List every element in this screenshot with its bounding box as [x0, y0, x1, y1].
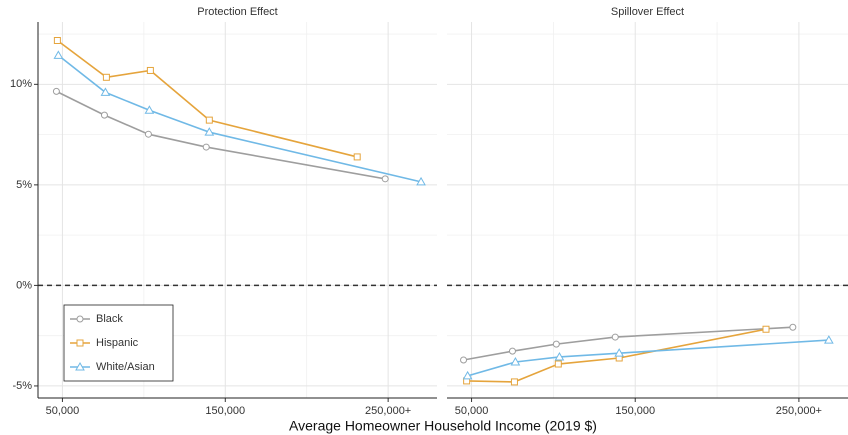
marker	[552, 340, 560, 348]
marker	[614, 348, 625, 357]
x-tick-label: 250,000+	[776, 405, 822, 417]
marker	[76, 339, 84, 347]
legend-label: White/Asian	[96, 361, 155, 373]
marker	[144, 130, 152, 138]
marker	[460, 356, 468, 364]
marker	[76, 315, 84, 323]
marker	[416, 176, 426, 186]
series-line	[463, 326, 793, 361]
marker	[100, 111, 108, 119]
marker	[102, 73, 110, 81]
marker	[100, 87, 111, 96]
marker	[762, 325, 770, 333]
marker	[353, 153, 361, 161]
marker	[789, 323, 797, 331]
x-tick-label: 250,000+	[365, 405, 411, 417]
marker	[510, 378, 518, 386]
series-line	[467, 339, 829, 377]
legend-label: Hispanic	[96, 337, 139, 349]
marker	[554, 351, 565, 361]
marker	[52, 87, 60, 95]
x-tick-label: 50,000	[455, 405, 489, 417]
x-tick-label: 150,000	[615, 405, 655, 417]
y-tick-label: 10%	[10, 78, 32, 90]
marker	[554, 360, 562, 368]
x-tick-label: 150,000	[205, 405, 245, 417]
marker	[611, 333, 619, 341]
marker	[508, 347, 516, 355]
marker	[53, 50, 64, 59]
x-tick-label: 50,000	[46, 405, 80, 417]
y-tick-label: 5%	[16, 179, 32, 191]
marker	[205, 116, 213, 124]
marker	[823, 335, 834, 344]
y-tick-label: 0%	[16, 279, 32, 291]
panel-title: Protection Effect	[197, 6, 278, 18]
marker	[53, 36, 61, 44]
series-line	[56, 39, 358, 158]
legend-label: Black	[96, 313, 123, 325]
marker	[202, 143, 210, 151]
x-axis-label: Average Homeowner Household Income (2019…	[289, 418, 597, 434]
y-tick-label: -5%	[12, 380, 32, 392]
marker	[204, 127, 215, 136]
marker	[381, 175, 389, 183]
marker	[144, 105, 155, 114]
marker	[510, 357, 521, 366]
marker	[146, 66, 154, 74]
marker	[75, 361, 85, 371]
marker	[462, 370, 473, 380]
panel-title: Spillover Effect	[611, 6, 684, 18]
